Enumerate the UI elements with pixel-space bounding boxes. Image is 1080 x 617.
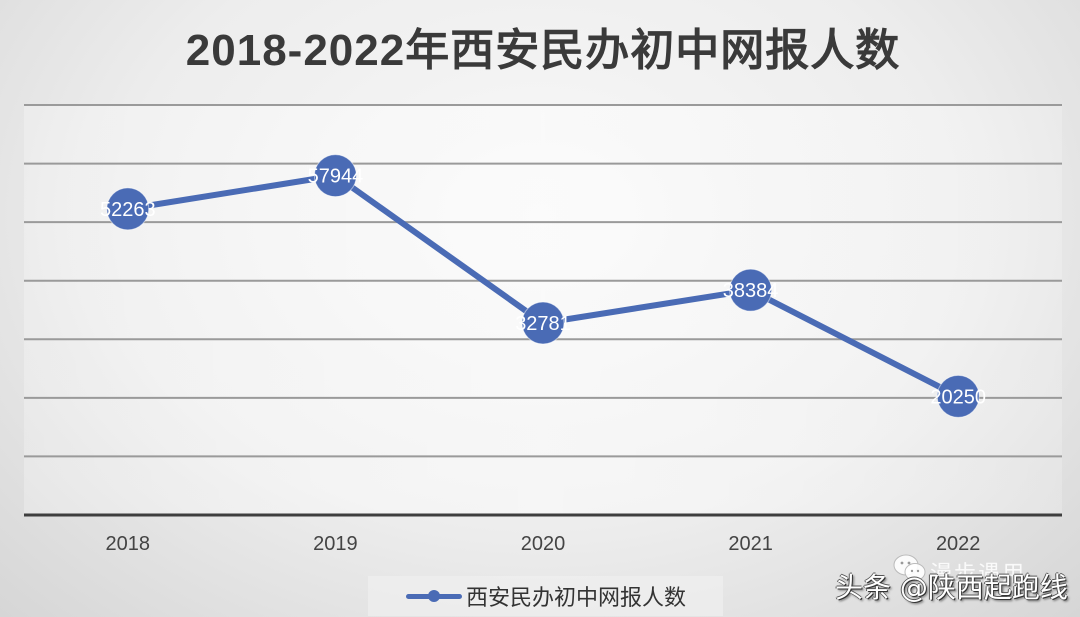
- x-axis-label: 2019: [313, 533, 358, 555]
- legend-label: 西安民办初中网报人数: [466, 586, 687, 611]
- legend: 西安民办初中网报人数: [368, 576, 723, 616]
- data-point-marker: [936, 374, 980, 418]
- x-axis-label: 2020: [520, 533, 566, 555]
- x-axis-label: 2021: [728, 533, 773, 555]
- watermark-subtext: 漫步遇用: [930, 562, 1027, 587]
- data-point-marker: [313, 154, 357, 198]
- wechat-icon: [893, 554, 926, 581]
- data-point-marker: [521, 301, 565, 345]
- data-markers: 52263 57944 32781 38384 20250: [100, 154, 986, 418]
- chart-title: 2018-2022年西安民办初中网报人数: [185, 26, 901, 75]
- data-label: 38384: [723, 280, 779, 302]
- x-axis-label: 2018: [105, 533, 151, 555]
- data-point-marker: [106, 187, 150, 231]
- data-label: 57944: [308, 166, 364, 188]
- data-label: 32781: [515, 313, 571, 335]
- series-line: [127, 172, 960, 400]
- watermark: 头条 @陕西起跑线: [835, 571, 1068, 604]
- gridlines: [24, 104, 1062, 458]
- data-label: 20250: [930, 386, 986, 408]
- data-label: 52263: [100, 199, 156, 221]
- x-axis-label: 2022: [935, 533, 981, 555]
- data-point-marker: [729, 268, 773, 312]
- legend-line-marker-icon: [406, 586, 462, 606]
